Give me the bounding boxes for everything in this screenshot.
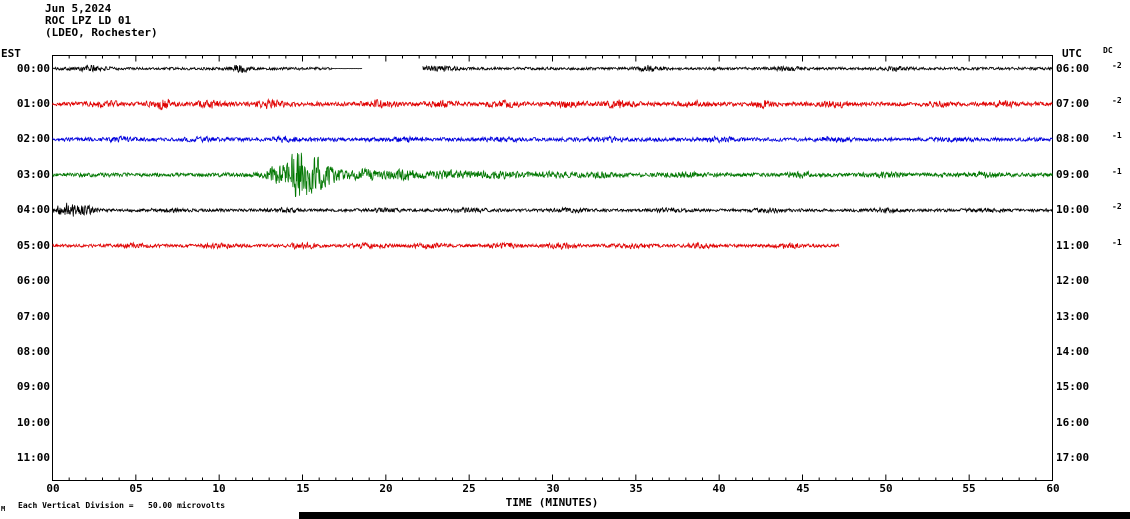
header-date: Jun 5,2024 bbox=[45, 2, 112, 15]
utc-time-label: 13:00 bbox=[1056, 310, 1090, 323]
utc-time-label: 11:00 bbox=[1056, 239, 1090, 252]
dc-value: -1 bbox=[1112, 167, 1122, 176]
bottom-bar bbox=[299, 512, 1130, 519]
seismo-trace bbox=[52, 241, 840, 251]
est-time-label: 08:00 bbox=[16, 345, 50, 358]
utc-time-label: 14:00 bbox=[1056, 345, 1090, 358]
x-tick-label: 20 bbox=[379, 482, 393, 495]
est-time-label: 11:00 bbox=[16, 451, 50, 464]
utc-time-label: 10:00 bbox=[1056, 203, 1090, 216]
x-tick-label: 40 bbox=[712, 482, 726, 495]
dc-axis-label: DC bbox=[1103, 46, 1113, 55]
corner-mark: M bbox=[1, 505, 6, 513]
dc-value: -2 bbox=[1112, 61, 1122, 70]
x-tick-label: 55 bbox=[962, 482, 976, 495]
utc-time-label: 07:00 bbox=[1056, 97, 1090, 110]
dc-value: -2 bbox=[1112, 202, 1122, 211]
est-time-label: 01:00 bbox=[16, 97, 50, 110]
est-time-label: 03:00 bbox=[16, 168, 50, 181]
time-axis-title: TIME (MINUTES) bbox=[505, 496, 599, 509]
scale-note: Each Vertical Division = 50.00 microvolt… bbox=[18, 501, 226, 510]
utc-time-label: 09:00 bbox=[1056, 168, 1090, 181]
dc-value: -1 bbox=[1112, 238, 1122, 247]
est-time-label: 04:00 bbox=[16, 203, 50, 216]
x-tick-label: 05 bbox=[129, 482, 143, 495]
est-time-label: 05:00 bbox=[16, 239, 50, 252]
x-tick-label: 45 bbox=[796, 482, 810, 495]
seismo-trace bbox=[52, 152, 1053, 198]
est-time-label: 09:00 bbox=[16, 380, 50, 393]
x-tick-label: 15 bbox=[296, 482, 310, 495]
x-tick-label: 50 bbox=[879, 482, 893, 495]
est-time-label: 00:00 bbox=[16, 62, 50, 75]
seismo-trace bbox=[52, 97, 1053, 111]
est-time-label: 07:00 bbox=[16, 310, 50, 323]
utc-time-label: 06:00 bbox=[1056, 62, 1090, 75]
x-tick-label: 30 bbox=[546, 482, 560, 495]
utc-time-label: 12:00 bbox=[1056, 274, 1090, 287]
est-time-label: 06:00 bbox=[16, 274, 50, 287]
utc-time-label: 17:00 bbox=[1056, 451, 1090, 464]
est-time-label: 02:00 bbox=[16, 132, 50, 145]
seismo-trace bbox=[422, 64, 1053, 73]
est-axis-label: EST bbox=[1, 47, 21, 60]
x-tick-label: 10 bbox=[212, 482, 226, 495]
dc-value: -1 bbox=[1112, 131, 1122, 140]
x-tick-label: 35 bbox=[629, 482, 643, 495]
utc-time-label: 08:00 bbox=[1056, 132, 1090, 145]
x-tick-label: 00 bbox=[46, 482, 60, 495]
utc-time-label: 16:00 bbox=[1056, 416, 1090, 429]
seismo-trace bbox=[52, 202, 1053, 217]
est-time-label: 10:00 bbox=[16, 416, 50, 429]
plot-frame bbox=[52, 55, 1053, 481]
utc-time-label: 15:00 bbox=[1056, 380, 1090, 393]
utc-axis-label: UTC bbox=[1062, 47, 1082, 60]
seismo-trace bbox=[52, 64, 363, 74]
header-station: ROC LPZ LD 01 bbox=[45, 14, 132, 27]
header-network: (LDEO, Rochester) bbox=[45, 26, 158, 39]
x-tick-label: 25 bbox=[462, 482, 476, 495]
seismo-trace bbox=[52, 134, 1053, 144]
x-tick-label: 60 bbox=[1046, 482, 1060, 495]
dc-value: -2 bbox=[1112, 96, 1122, 105]
